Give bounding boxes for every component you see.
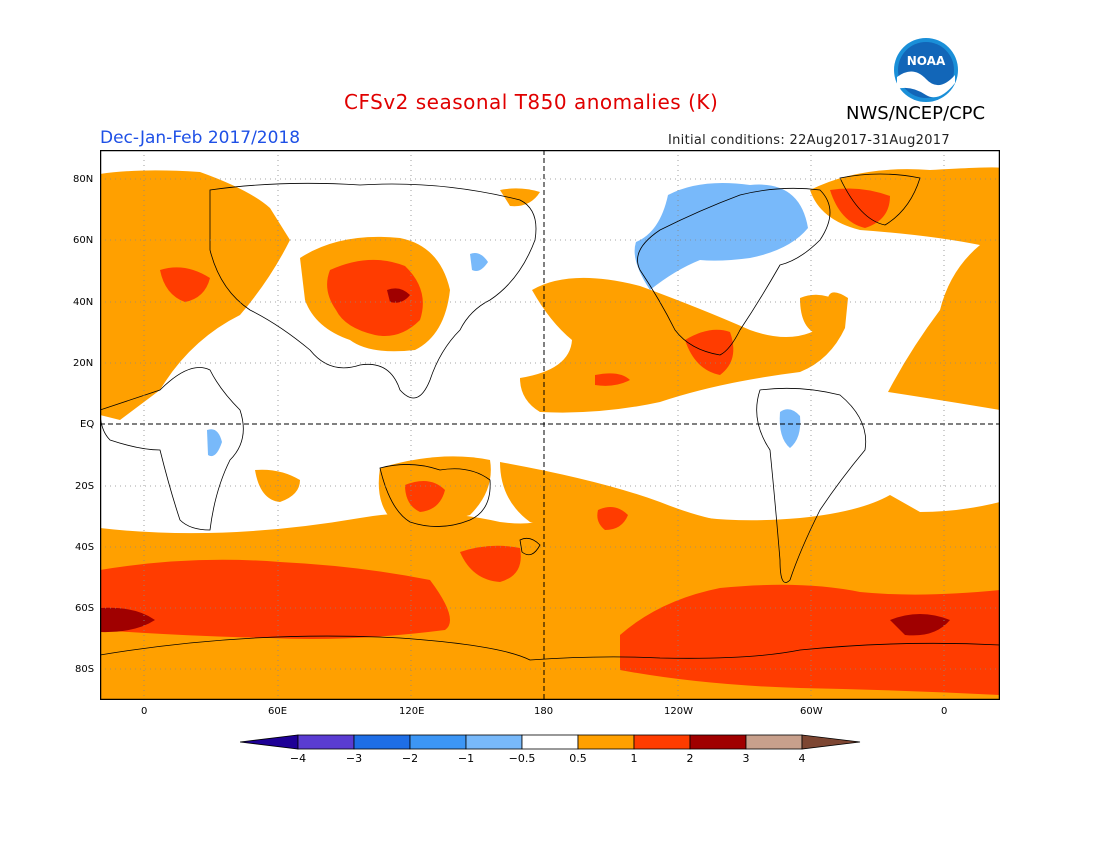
colorbar-segment bbox=[465, 734, 523, 750]
colorbar-segment bbox=[689, 734, 747, 750]
anomaly-layer-darkred bbox=[100, 288, 950, 636]
colorbar-tick-label: −3 bbox=[346, 752, 362, 765]
lon-label-0-right: 0 bbox=[941, 706, 948, 717]
colorbar-tick-label: −4 bbox=[290, 752, 306, 765]
colorbar-arrow-high bbox=[801, 734, 861, 750]
colorbar: −4 −3 −2 −1 −0.5 0.5 1 2 3 4 bbox=[239, 734, 862, 766]
lat-label-40s: 40S bbox=[75, 542, 95, 553]
colorbar-segment bbox=[409, 734, 467, 750]
colorbar-segment bbox=[633, 734, 691, 750]
noaa-logo-text: NOAA bbox=[907, 54, 946, 68]
lat-label-40n: 40N bbox=[73, 297, 94, 308]
colorbar-segment bbox=[297, 734, 355, 750]
season-label: Dec-Jan-Feb 2017/2018 bbox=[100, 128, 301, 148]
initial-conditions-label: Initial conditions: 22Aug2017-31Aug2017 bbox=[668, 133, 950, 148]
colorbar-tick-label: −1 bbox=[458, 752, 474, 765]
lon-label-180: 180 bbox=[534, 706, 554, 717]
map-frame bbox=[99, 149, 1001, 701]
lat-label-20n: 20N bbox=[73, 358, 94, 369]
agency-label: NWS/NCEP/CPC bbox=[846, 103, 986, 124]
lat-label-20s: 20S bbox=[75, 481, 95, 492]
colorbar-segment bbox=[745, 734, 803, 750]
lat-label-80n: 80N bbox=[73, 174, 94, 185]
lon-label-120e: 120E bbox=[399, 706, 425, 717]
anomaly-layer-red bbox=[100, 188, 1000, 695]
noaa-logo: NOAA bbox=[893, 37, 959, 103]
lat-label-80s: 80S bbox=[75, 664, 95, 675]
lon-label-60w: 60W bbox=[800, 706, 823, 717]
lon-label-60e: 60E bbox=[268, 706, 288, 717]
lat-label-eq: EQ bbox=[80, 419, 95, 430]
colorbar-segment bbox=[353, 734, 411, 750]
colorbar-tick-label: 0.5 bbox=[569, 752, 587, 765]
colorbar-tick-label: −2 bbox=[402, 752, 418, 765]
colorbar-segment bbox=[521, 734, 579, 750]
colorbar-tick-label: 4 bbox=[799, 752, 806, 765]
colorbar-svg: −4 −3 −2 −1 −0.5 0.5 1 2 3 4 bbox=[239, 734, 861, 765]
anomaly-map bbox=[99, 149, 1001, 701]
colorbar-tick-label: 1 bbox=[631, 752, 638, 765]
lat-label-60n: 60N bbox=[73, 235, 94, 246]
anomaly-layer-blue bbox=[207, 182, 808, 457]
map-grid bbox=[100, 150, 1000, 700]
colorbar-tick-label: 2 bbox=[687, 752, 694, 765]
lon-label-120w: 120W bbox=[664, 706, 693, 717]
colorbar-tick-label: 3 bbox=[743, 752, 750, 765]
continent-outlines bbox=[99, 173, 1001, 661]
lon-label-0-left: 0 bbox=[141, 706, 148, 717]
lat-label-60s: 60S bbox=[75, 603, 95, 614]
colorbar-arrow-low bbox=[239, 734, 299, 750]
colorbar-segment bbox=[577, 734, 635, 750]
colorbar-tick-label: −0.5 bbox=[509, 752, 536, 765]
page-title: CFSv2 seasonal T850 anomalies (K) bbox=[344, 90, 719, 114]
